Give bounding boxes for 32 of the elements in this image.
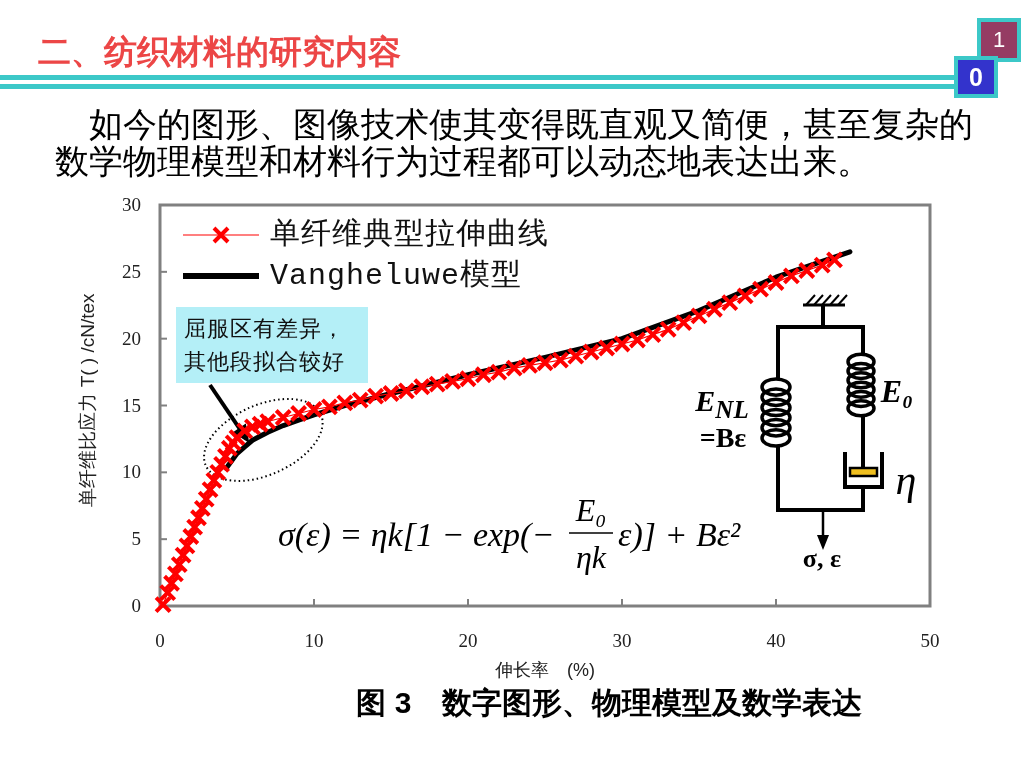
x-axis-title: 伸长率 (%) — [495, 659, 595, 681]
x-tick-label: 30 — [612, 630, 632, 652]
legend-label: Vangheluwe模型 — [270, 258, 523, 294]
y-tick-label: 0 — [131, 595, 141, 617]
annotation: =Bε — [699, 421, 747, 455]
x-tick-label: 50 — [920, 630, 940, 652]
annotation: ε)] + Bε² — [618, 515, 741, 555]
y-tick-label: 10 — [122, 461, 141, 484]
y-tick-label: 20 — [122, 327, 141, 350]
caption: 图 3 数字图形、物理模型及数学表达 — [356, 685, 862, 721]
chart-title: 二、纺织材料的研究内容 — [38, 33, 401, 71]
y-tick-label: 30 — [122, 194, 141, 216]
annotation: E$_{NL}$ — [695, 383, 749, 423]
annotation: σ, ε — [802, 544, 842, 574]
legend-label: 单纤维典型拉伸曲线 — [270, 217, 549, 253]
annotation: σ(ε) = ηk[1 − exp(− — [278, 515, 555, 555]
annotation: η — [895, 455, 917, 505]
x-tick-label: 0 — [155, 630, 165, 652]
chart-subtitle: 如今的图形、图像技术使其变得既直观又简便，甚至复杂的数学物理模型和材料行为过程都可以动态地表达出来。 — [55, 105, 974, 180]
x-tick-label: 40 — [766, 630, 786, 652]
x-tick-label: 20 — [458, 630, 478, 652]
annotation: 屈服区有差异，其他段拟合较好 — [176, 307, 368, 383]
y-axis-title: 单纤维比应力 T( ) /cN/tex — [77, 293, 99, 507]
y-tick-label: 5 — [131, 528, 141, 551]
annotation: E₀ — [575, 491, 607, 529]
annotation: E₀ — [880, 372, 914, 410]
text: 0 — [969, 62, 983, 92]
annotation: ηk — [575, 538, 607, 576]
y-tick-label: 25 — [122, 260, 141, 283]
x-tick-label: 10 — [304, 630, 324, 652]
y-tick-label: 15 — [122, 394, 141, 417]
text: 1 — [992, 27, 1006, 53]
